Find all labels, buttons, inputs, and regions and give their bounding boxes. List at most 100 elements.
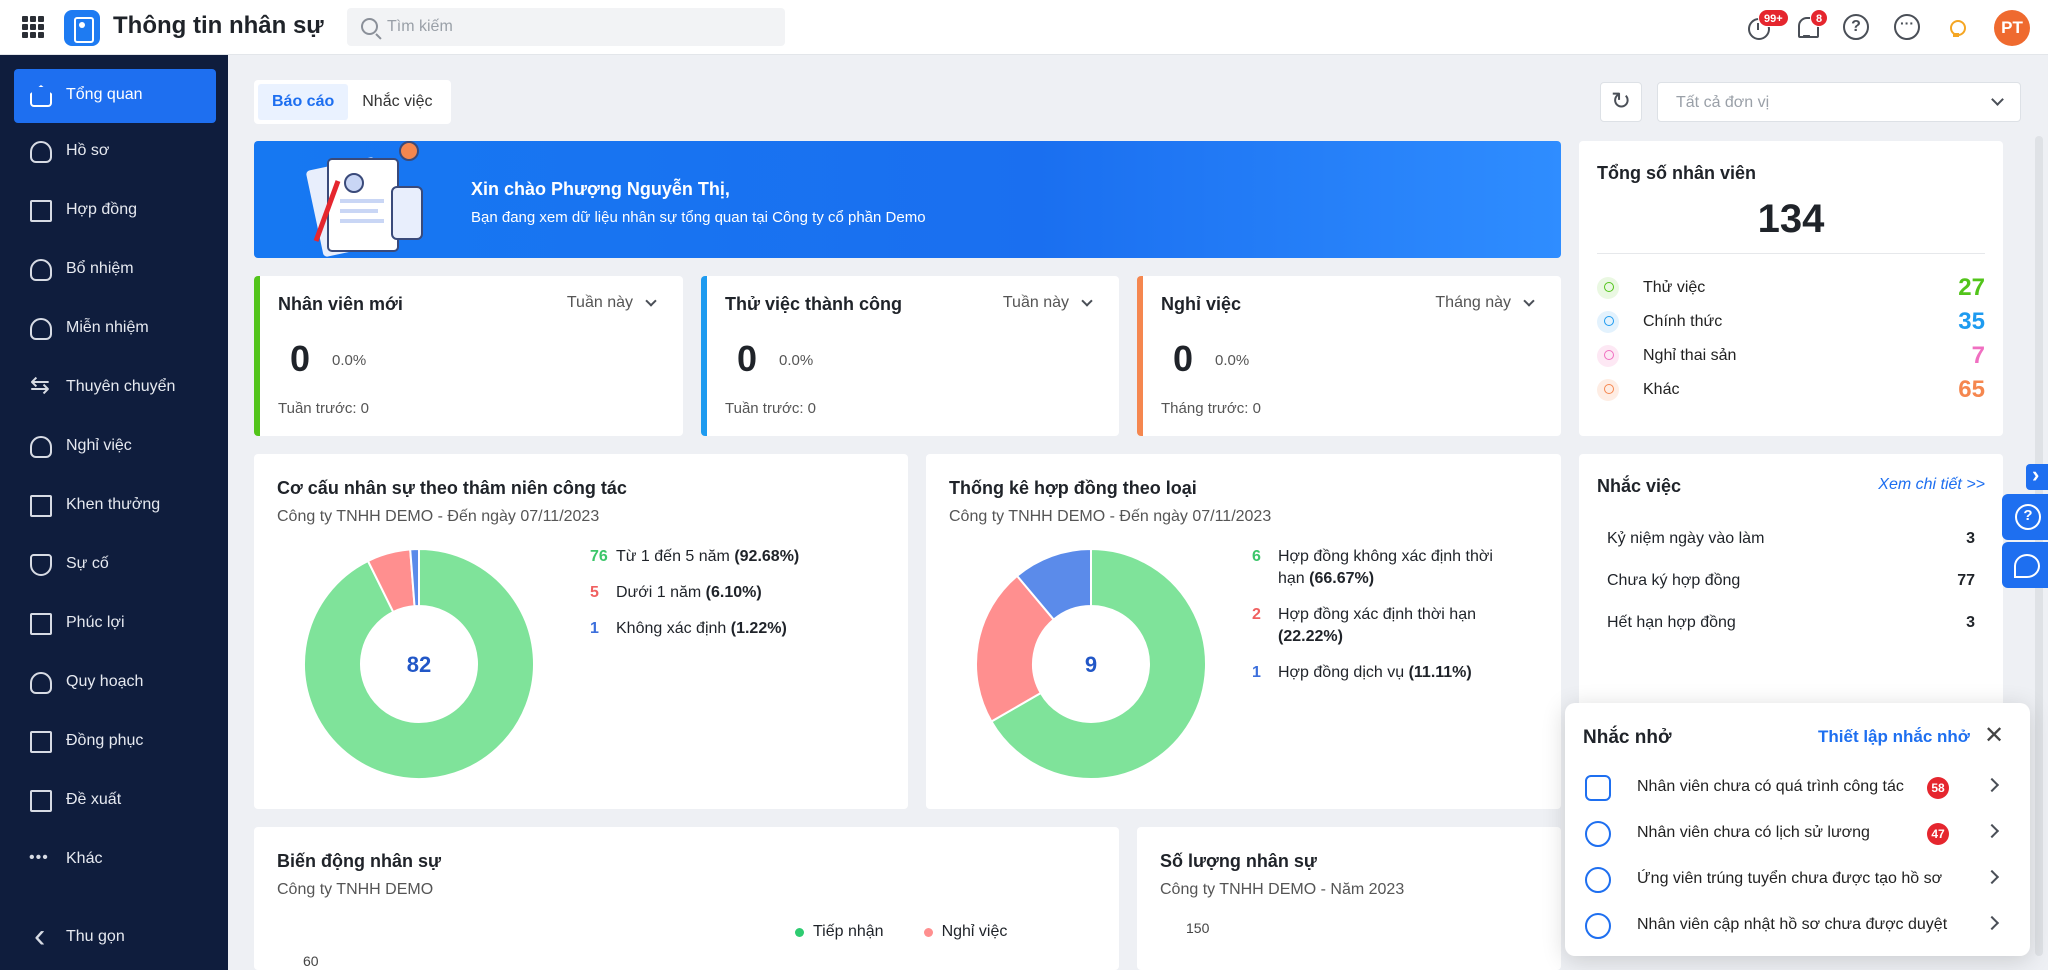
- sidebar-item-nghi-viec[interactable]: Nghỉ việc: [14, 420, 216, 474]
- popup-row[interactable]: Nhân viên cập nhật hồ sơ chưa được duyệt: [1583, 905, 2015, 945]
- unit-select[interactable]: Tất cả đơn vị: [1657, 82, 2021, 122]
- sidebar-item-label: Đề xuất: [66, 791, 122, 808]
- period-select[interactable]: Tháng này: [1435, 294, 1511, 311]
- remind-row-label: Kỷ niệm ngày vào làm: [1607, 530, 1765, 547]
- legend-item-2[interactable]: 1 Không xác định (1.22%): [590, 618, 799, 640]
- sidebar-item-su-co[interactable]: Sự cố: [14, 538, 216, 592]
- remind-row[interactable]: Chưa ký hợp đồng 77: [1607, 572, 1975, 590]
- period-select[interactable]: Tuần này: [566, 294, 633, 311]
- sidebar-item-khen-thuong[interactable]: Khen thưởng: [14, 479, 216, 533]
- help-icon[interactable]: ?: [1843, 14, 1869, 40]
- sidebar-item-khac[interactable]: Khác: [14, 833, 216, 887]
- task-reminder-card: Nhắc việc Xem chi tiết >> Kỷ niệm ngày v…: [1579, 454, 2003, 714]
- legend-item-0[interactable]: 6 Hợp đồng không xác định thời hạn (66.67…: [1252, 546, 1512, 590]
- donut-slice-0[interactable]: [303, 547, 535, 780]
- sidebar-item-bo-nhiem[interactable]: Bổ nhiệm: [14, 243, 216, 297]
- movement-legend: Tiếp nhận Nghỉ việc: [795, 923, 1007, 941]
- benefit-icon: [30, 613, 52, 635]
- chart-subtitle: Công ty TNHH DEMO - Năm 2023: [1160, 881, 1405, 898]
- popup-row-label: Nhân viên chưa có quá trình công tác: [1637, 778, 1904, 795]
- chat-float-button[interactable]: [2002, 542, 2048, 588]
- donut-slice-1[interactable]: [975, 574, 1056, 723]
- expand-panel-button[interactable]: [2026, 462, 2048, 490]
- sidebar-item-tong-quan[interactable]: Tổng quan: [14, 69, 216, 123]
- maternity-icon: [1597, 345, 1619, 367]
- bell-icon[interactable]: [1794, 14, 1820, 40]
- search-input[interactable]: [387, 8, 777, 46]
- tab-nhac-viec[interactable]: Nhắc việc: [362, 93, 433, 110]
- y-axis-tick: 60: [303, 953, 319, 969]
- sidebar-item-label: Đồng phục: [66, 732, 144, 749]
- more-options-icon[interactable]: ···: [1894, 14, 1920, 40]
- stat-value: 0: [737, 338, 758, 379]
- sidebar-item-label: Khác: [66, 850, 103, 867]
- period-select[interactable]: Tuần này: [1002, 294, 1069, 311]
- legend-item-0[interactable]: 76 Từ 1 đến 5 năm (92.68%): [590, 546, 799, 568]
- legend-label: Hợp đồng xác định thời hạn: [1278, 606, 1476, 623]
- probation-icon: [1597, 277, 1619, 299]
- sidebar-item-hop-dong[interactable]: Hợp đồng: [14, 184, 216, 238]
- view-detail-link[interactable]: Xem chi tiết >>: [1878, 476, 1985, 493]
- chart-title: Biến động nhân sự: [277, 851, 442, 871]
- stat-value: 0: [1173, 338, 1194, 379]
- chart-subtitle: Công ty TNHH DEMO: [277, 881, 434, 898]
- search-box[interactable]: [347, 8, 785, 46]
- tab-bao-cao[interactable]: Báo cáo: [258, 84, 349, 120]
- refresh-button[interactable]: [1600, 82, 1642, 122]
- help-float-button[interactable]: [2002, 494, 2048, 540]
- legend-item-resigned[interactable]: Nghỉ việc: [923, 923, 1007, 941]
- popup-row[interactable]: Ứng viên trúng tuyển chưa được tạo hồ sơ: [1583, 859, 2015, 899]
- donut-total-label: 82: [407, 652, 431, 677]
- chart-title: Số lượng nhân sự: [1160, 851, 1317, 871]
- sidebar-item-ho-so[interactable]: Hồ sơ: [14, 125, 216, 179]
- chevron-down-icon[interactable]: [645, 295, 657, 307]
- popup-row[interactable]: Nhân viên chưa có quá trình công tác 58: [1583, 767, 2015, 807]
- welcome-banner: Xin chào Phượng Nguyễn Thị, Bạn đang xem…: [254, 141, 1561, 258]
- total-row-maternity: Nghỉ thai sản 7: [1597, 339, 1985, 373]
- legend-count: 6: [1252, 548, 1261, 565]
- chart-subtitle: Công ty TNHH DEMO - Đến ngày 07/11/2023: [277, 508, 600, 525]
- stat-previous: Tuần trước: 0: [278, 400, 370, 417]
- sidebar-item-de-xuat[interactable]: Đề xuất: [14, 774, 216, 828]
- donut-slice-2[interactable]: [1015, 547, 1092, 621]
- chevron-down-icon[interactable]: [1081, 295, 1093, 307]
- report-tabs: Báo cáo Nhắc việc: [254, 80, 451, 124]
- banner-greeting: Xin chào Phượng Nguyễn Thị,: [471, 179, 730, 199]
- legend-item-1[interactable]: 2 Hợp đồng xác định thời hạn (22.22%): [1252, 604, 1512, 648]
- popup-row[interactable]: Nhân viên chưa có lịch sử lương 47: [1583, 813, 2015, 853]
- sidebar-item-thuyen-chuyen[interactable]: Thuyên chuyển: [14, 361, 216, 415]
- legend-item-2[interactable]: 1 Hợp đồng dịch vụ (11.11%): [1252, 662, 1512, 684]
- popup-row-label: Nhân viên cập nhật hồ sơ chưa được duyệt: [1637, 916, 1948, 933]
- user-icon: [30, 141, 52, 163]
- documents-illustration-icon: [306, 141, 423, 257]
- sidebar-item-quy-hoach[interactable]: Quy hoạch: [14, 656, 216, 710]
- chevron-down-icon[interactable]: [1523, 295, 1535, 307]
- avatar[interactable]: PT: [1994, 10, 2030, 46]
- sidebar-item-mien-nhiem[interactable]: Miễn nhiệm: [14, 302, 216, 356]
- legend-item-received[interactable]: Tiếp nhận: [795, 923, 884, 941]
- divider: [1597, 253, 1985, 254]
- stat-value: 0: [290, 338, 311, 379]
- remind-row[interactable]: Kỷ niệm ngày vào làm 3: [1607, 530, 1975, 548]
- stat-card-probation-passed: Thử việc thành công Tuần này 0 0.0% Tuần…: [701, 276, 1119, 436]
- lightbulb-icon[interactable]: [1943, 14, 1969, 40]
- staff-movement-card: Biến động nhân sự Công ty TNHH DEMO Tiếp…: [254, 827, 1119, 970]
- remind-row[interactable]: Hết hạn hợp đồng 3: [1607, 614, 1975, 632]
- proposal-icon: [30, 790, 52, 812]
- sidebar-collapse-button[interactable]: Thu gọn: [14, 911, 216, 965]
- shield-icon: [30, 554, 52, 576]
- sidebar-item-dong-phuc[interactable]: Đồng phục: [14, 715, 216, 769]
- donut-slice-0[interactable]: [990, 547, 1207, 780]
- sidebar-item-phuc-loi[interactable]: Phúc lợi: [14, 597, 216, 651]
- sidebar-item-label: Sự cố: [66, 555, 109, 572]
- close-icon[interactable]: ✕: [1983, 722, 2005, 749]
- chevron-down-icon: [1991, 93, 2004, 106]
- legend-item-1[interactable]: 5 Dưới 1 năm (6.10%): [590, 582, 799, 604]
- chevron-right-icon: [1984, 869, 2000, 885]
- remind-row-value: 3: [1966, 614, 1975, 631]
- reminder-settings-link[interactable]: Thiết lập nhắc nhở: [1818, 727, 1970, 746]
- donut-slice-2[interactable]: [409, 547, 420, 608]
- app-grid-icon[interactable]: [22, 16, 44, 38]
- chevron-right-icon: [1984, 777, 2000, 793]
- popup-title: Nhắc nhở: [1583, 727, 1672, 748]
